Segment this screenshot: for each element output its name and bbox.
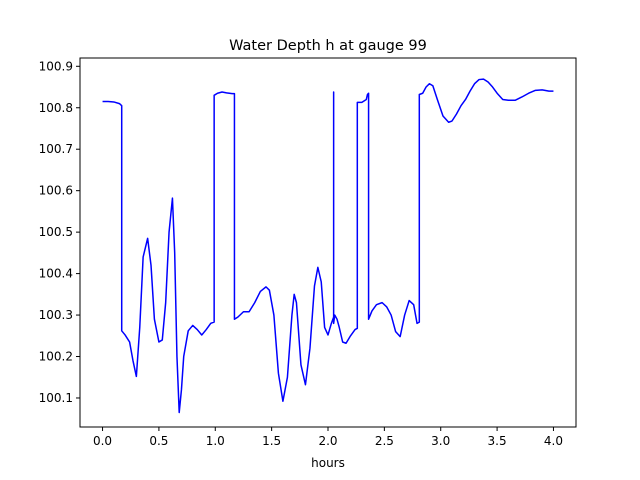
y-tick-label: 100.1	[39, 391, 73, 405]
x-tick-label: 3.0	[431, 434, 450, 448]
y-tick-label: 100.8	[39, 101, 73, 115]
x-tick-label: 0.0	[93, 434, 112, 448]
y-tick-label: 100.4	[39, 267, 73, 281]
plot-area	[80, 58, 576, 427]
y-tick-label: 100.9	[39, 59, 73, 73]
y-tick-label: 100.5	[39, 225, 73, 239]
x-axis-label: hours	[311, 456, 345, 470]
y-tick-label: 100.2	[39, 350, 73, 364]
y-tick-label: 100.6	[39, 184, 73, 198]
x-tick-label: 2.5	[375, 434, 394, 448]
series-line-0	[102, 78, 554, 414]
y-tick-label: 100.7	[39, 142, 73, 156]
x-tick-label: 1.5	[262, 434, 281, 448]
x-tick-label: 2.0	[318, 434, 337, 448]
x-tick-label: 4.0	[544, 434, 563, 448]
x-tick-label: 3.5	[488, 434, 507, 448]
x-tick-label: 1.0	[206, 434, 225, 448]
y-tick-label: 100.3	[39, 308, 73, 322]
axis-ticks: 0.0 0.5 1.0 1.5 2.0 2.5 3.0 3.5 4.0 100.1 100.2 100…	[39, 59, 563, 448]
chart-title: Water Depth h at gauge 99	[229, 38, 427, 54]
chart-marks	[102, 78, 554, 414]
x-tick-label: 0.5	[149, 434, 168, 448]
